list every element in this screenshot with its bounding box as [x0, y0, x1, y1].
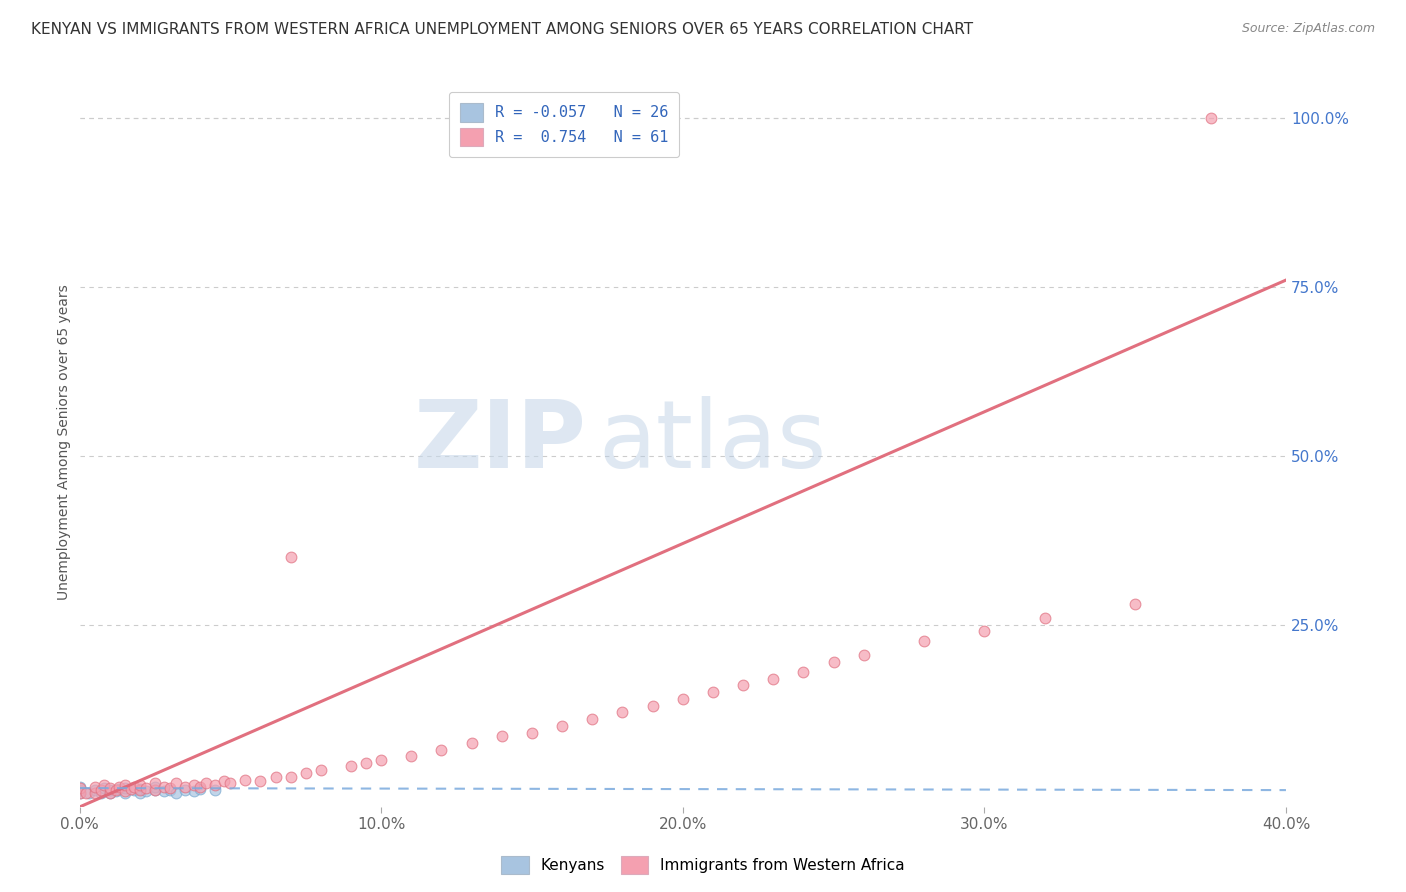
Point [264, 770, 287, 784]
Point [104, 784, 127, 798]
Point [159, 783, 181, 797]
Point [165, 787, 187, 801]
Point [1033, 611, 1056, 625]
Point [249, 774, 271, 789]
Point [83, 780, 105, 794]
Point [114, 787, 136, 801]
Point [69, 783, 91, 797]
Point [1199, 111, 1222, 125]
Point [93, 778, 115, 792]
Point [188, 780, 211, 794]
Point [128, 778, 150, 792]
Point [235, 772, 257, 787]
Point [354, 756, 377, 770]
Point [143, 783, 166, 797]
Point [107, 781, 129, 796]
Point [83, 783, 105, 797]
Point [204, 783, 226, 797]
Point [98, 787, 121, 801]
Point [120, 781, 142, 796]
Point [135, 780, 157, 795]
Point [204, 778, 226, 792]
Point [912, 634, 935, 648]
Point [612, 706, 634, 720]
Point [852, 648, 875, 662]
Point [731, 678, 754, 692]
Point [309, 763, 332, 777]
Point [1123, 598, 1146, 612]
Point [294, 766, 316, 780]
Point [280, 770, 302, 784]
Point [75, 787, 97, 801]
Point [165, 776, 187, 790]
Point [762, 672, 785, 686]
Point [128, 781, 150, 796]
Point [114, 778, 136, 792]
Point [460, 736, 482, 750]
Point [153, 780, 176, 794]
Y-axis label: Unemployment Among Seniors over 65 years: Unemployment Among Seniors over 65 years [58, 285, 72, 600]
Text: KENYAN VS IMMIGRANTS FROM WESTERN AFRICA UNEMPLOYMENT AMONG SENIORS OVER 65 YEAR: KENYAN VS IMMIGRANTS FROM WESTERN AFRICA… [31, 22, 973, 37]
Point [792, 665, 814, 679]
Point [370, 753, 392, 767]
Point [641, 698, 664, 713]
Point [122, 783, 145, 797]
Point [122, 780, 145, 794]
Point [69, 780, 91, 794]
Point [430, 742, 453, 756]
Point [90, 787, 112, 801]
Point [143, 776, 166, 790]
Point [188, 781, 211, 796]
Text: ZIP: ZIP [413, 396, 586, 488]
Point [183, 784, 205, 798]
Point [114, 784, 136, 798]
Legend: Kenyans, Immigrants from Western Africa: Kenyans, Immigrants from Western Africa [495, 850, 911, 880]
Point [551, 719, 574, 733]
Point [581, 712, 603, 726]
Point [69, 787, 91, 801]
Text: atlas: atlas [599, 396, 827, 488]
Point [77, 787, 100, 801]
Point [702, 685, 724, 699]
Point [98, 787, 121, 801]
Point [104, 783, 127, 797]
Point [135, 784, 157, 798]
Point [973, 624, 995, 639]
Point [107, 780, 129, 794]
Point [823, 655, 845, 669]
Point [114, 780, 136, 795]
Point [153, 784, 176, 798]
Legend: R = -0.057   N = 26, R =  0.754   N = 61: R = -0.057 N = 26, R = 0.754 N = 61 [449, 93, 679, 157]
Point [401, 749, 423, 764]
Point [174, 780, 197, 794]
Point [159, 780, 181, 795]
Point [90, 783, 112, 797]
Point [491, 729, 513, 743]
Point [219, 776, 242, 790]
Point [128, 787, 150, 801]
Point [183, 778, 205, 792]
Point [69, 787, 91, 801]
Point [98, 783, 121, 797]
Text: Source: ZipAtlas.com: Source: ZipAtlas.com [1241, 22, 1375, 36]
Point [214, 774, 236, 789]
Point [143, 780, 166, 794]
Point [128, 783, 150, 797]
Point [98, 780, 121, 795]
Point [143, 783, 166, 797]
Point [672, 692, 695, 706]
Point [69, 780, 91, 795]
Point [93, 780, 115, 795]
Point [174, 783, 197, 797]
Point [340, 759, 363, 773]
Point [520, 725, 543, 739]
Point [280, 549, 302, 564]
Point [195, 776, 218, 790]
Point [83, 787, 105, 801]
